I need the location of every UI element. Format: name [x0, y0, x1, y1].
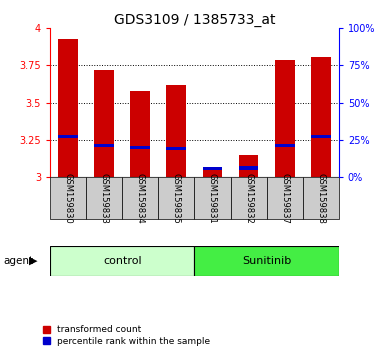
Text: GSM159834: GSM159834 — [136, 173, 145, 224]
Bar — [275, 59, 295, 177]
Text: agent: agent — [4, 256, 34, 266]
FancyBboxPatch shape — [86, 177, 122, 219]
Text: GSM159832: GSM159832 — [244, 173, 253, 224]
Text: GSM159831: GSM159831 — [208, 173, 217, 224]
Bar — [94, 70, 114, 177]
FancyBboxPatch shape — [266, 177, 303, 219]
FancyBboxPatch shape — [122, 177, 158, 219]
Bar — [58, 135, 78, 138]
Bar — [203, 168, 223, 177]
Bar — [311, 57, 331, 177]
FancyBboxPatch shape — [50, 246, 194, 276]
Text: control: control — [103, 256, 142, 266]
FancyBboxPatch shape — [231, 177, 266, 219]
Bar — [166, 85, 186, 177]
Text: Sunitinib: Sunitinib — [242, 256, 291, 266]
Bar — [58, 39, 78, 177]
Bar — [166, 147, 186, 150]
Bar — [239, 155, 258, 177]
Bar — [94, 144, 114, 147]
Bar — [203, 167, 223, 171]
Bar — [311, 135, 331, 138]
Text: GSM159830: GSM159830 — [64, 173, 73, 224]
Legend: transformed count, percentile rank within the sample: transformed count, percentile rank withi… — [43, 325, 211, 346]
Bar — [131, 145, 150, 149]
Bar — [131, 91, 150, 177]
FancyBboxPatch shape — [194, 177, 231, 219]
Text: GSM159833: GSM159833 — [100, 173, 109, 224]
Title: GDS3109 / 1385733_at: GDS3109 / 1385733_at — [114, 13, 275, 27]
FancyBboxPatch shape — [303, 177, 339, 219]
FancyBboxPatch shape — [194, 246, 339, 276]
FancyBboxPatch shape — [158, 177, 194, 219]
Bar — [239, 166, 258, 170]
Text: GSM159838: GSM159838 — [316, 173, 325, 224]
Bar — [275, 144, 295, 147]
Text: GSM159835: GSM159835 — [172, 173, 181, 224]
Text: GSM159837: GSM159837 — [280, 173, 289, 224]
Text: ▶: ▶ — [29, 256, 37, 266]
FancyBboxPatch shape — [50, 177, 86, 219]
